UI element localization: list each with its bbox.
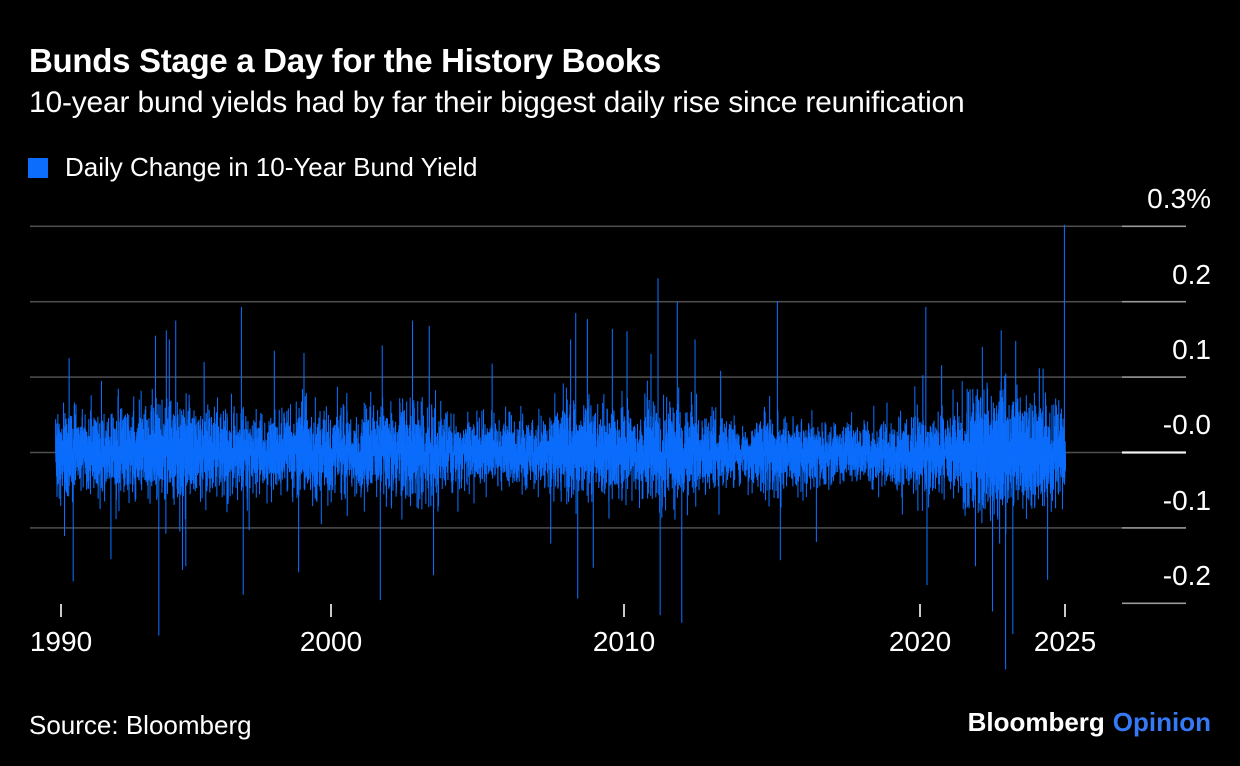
legend-swatch-icon <box>28 157 48 178</box>
x-axis-label-2025: 2025 <box>1033 626 1097 657</box>
page-subtitle: 10-year bund yields had by far their big… <box>29 86 965 119</box>
page-title: Bunds Stage a Day for the History Books <box>29 42 661 79</box>
legend: Daily Change in 10-Year Bund Yield <box>28 152 477 183</box>
legend-label: Daily Change in 10-Year Bund Yield <box>65 152 478 182</box>
y-axis-label-0.2: 0.2 <box>1172 259 1211 290</box>
y-axis-label-0.3: 0.3% <box>1147 183 1211 214</box>
y-axis-label-neg0.1: -0.1 <box>1162 485 1211 516</box>
y-axis-label-neg0.0: -0.0 <box>1162 409 1211 440</box>
x-axis-label-2010: 2010 <box>592 626 656 657</box>
y-axis-label-0.1: 0.1 <box>1172 334 1211 365</box>
x-axis-label-2020: 2020 <box>888 626 952 657</box>
source-note: Source: Bloomberg <box>29 710 252 740</box>
brand-logo: Bloomberg Opinion <box>968 707 1211 738</box>
y-axis-label-neg0.2: -0.2 <box>1162 560 1211 591</box>
x-axis-label-1990: 1990 <box>29 626 93 657</box>
brand-name: Bloomberg <box>967 707 1105 737</box>
brand-suffix: Opinion <box>1112 707 1211 737</box>
x-axis-label-2000: 2000 <box>299 626 363 657</box>
